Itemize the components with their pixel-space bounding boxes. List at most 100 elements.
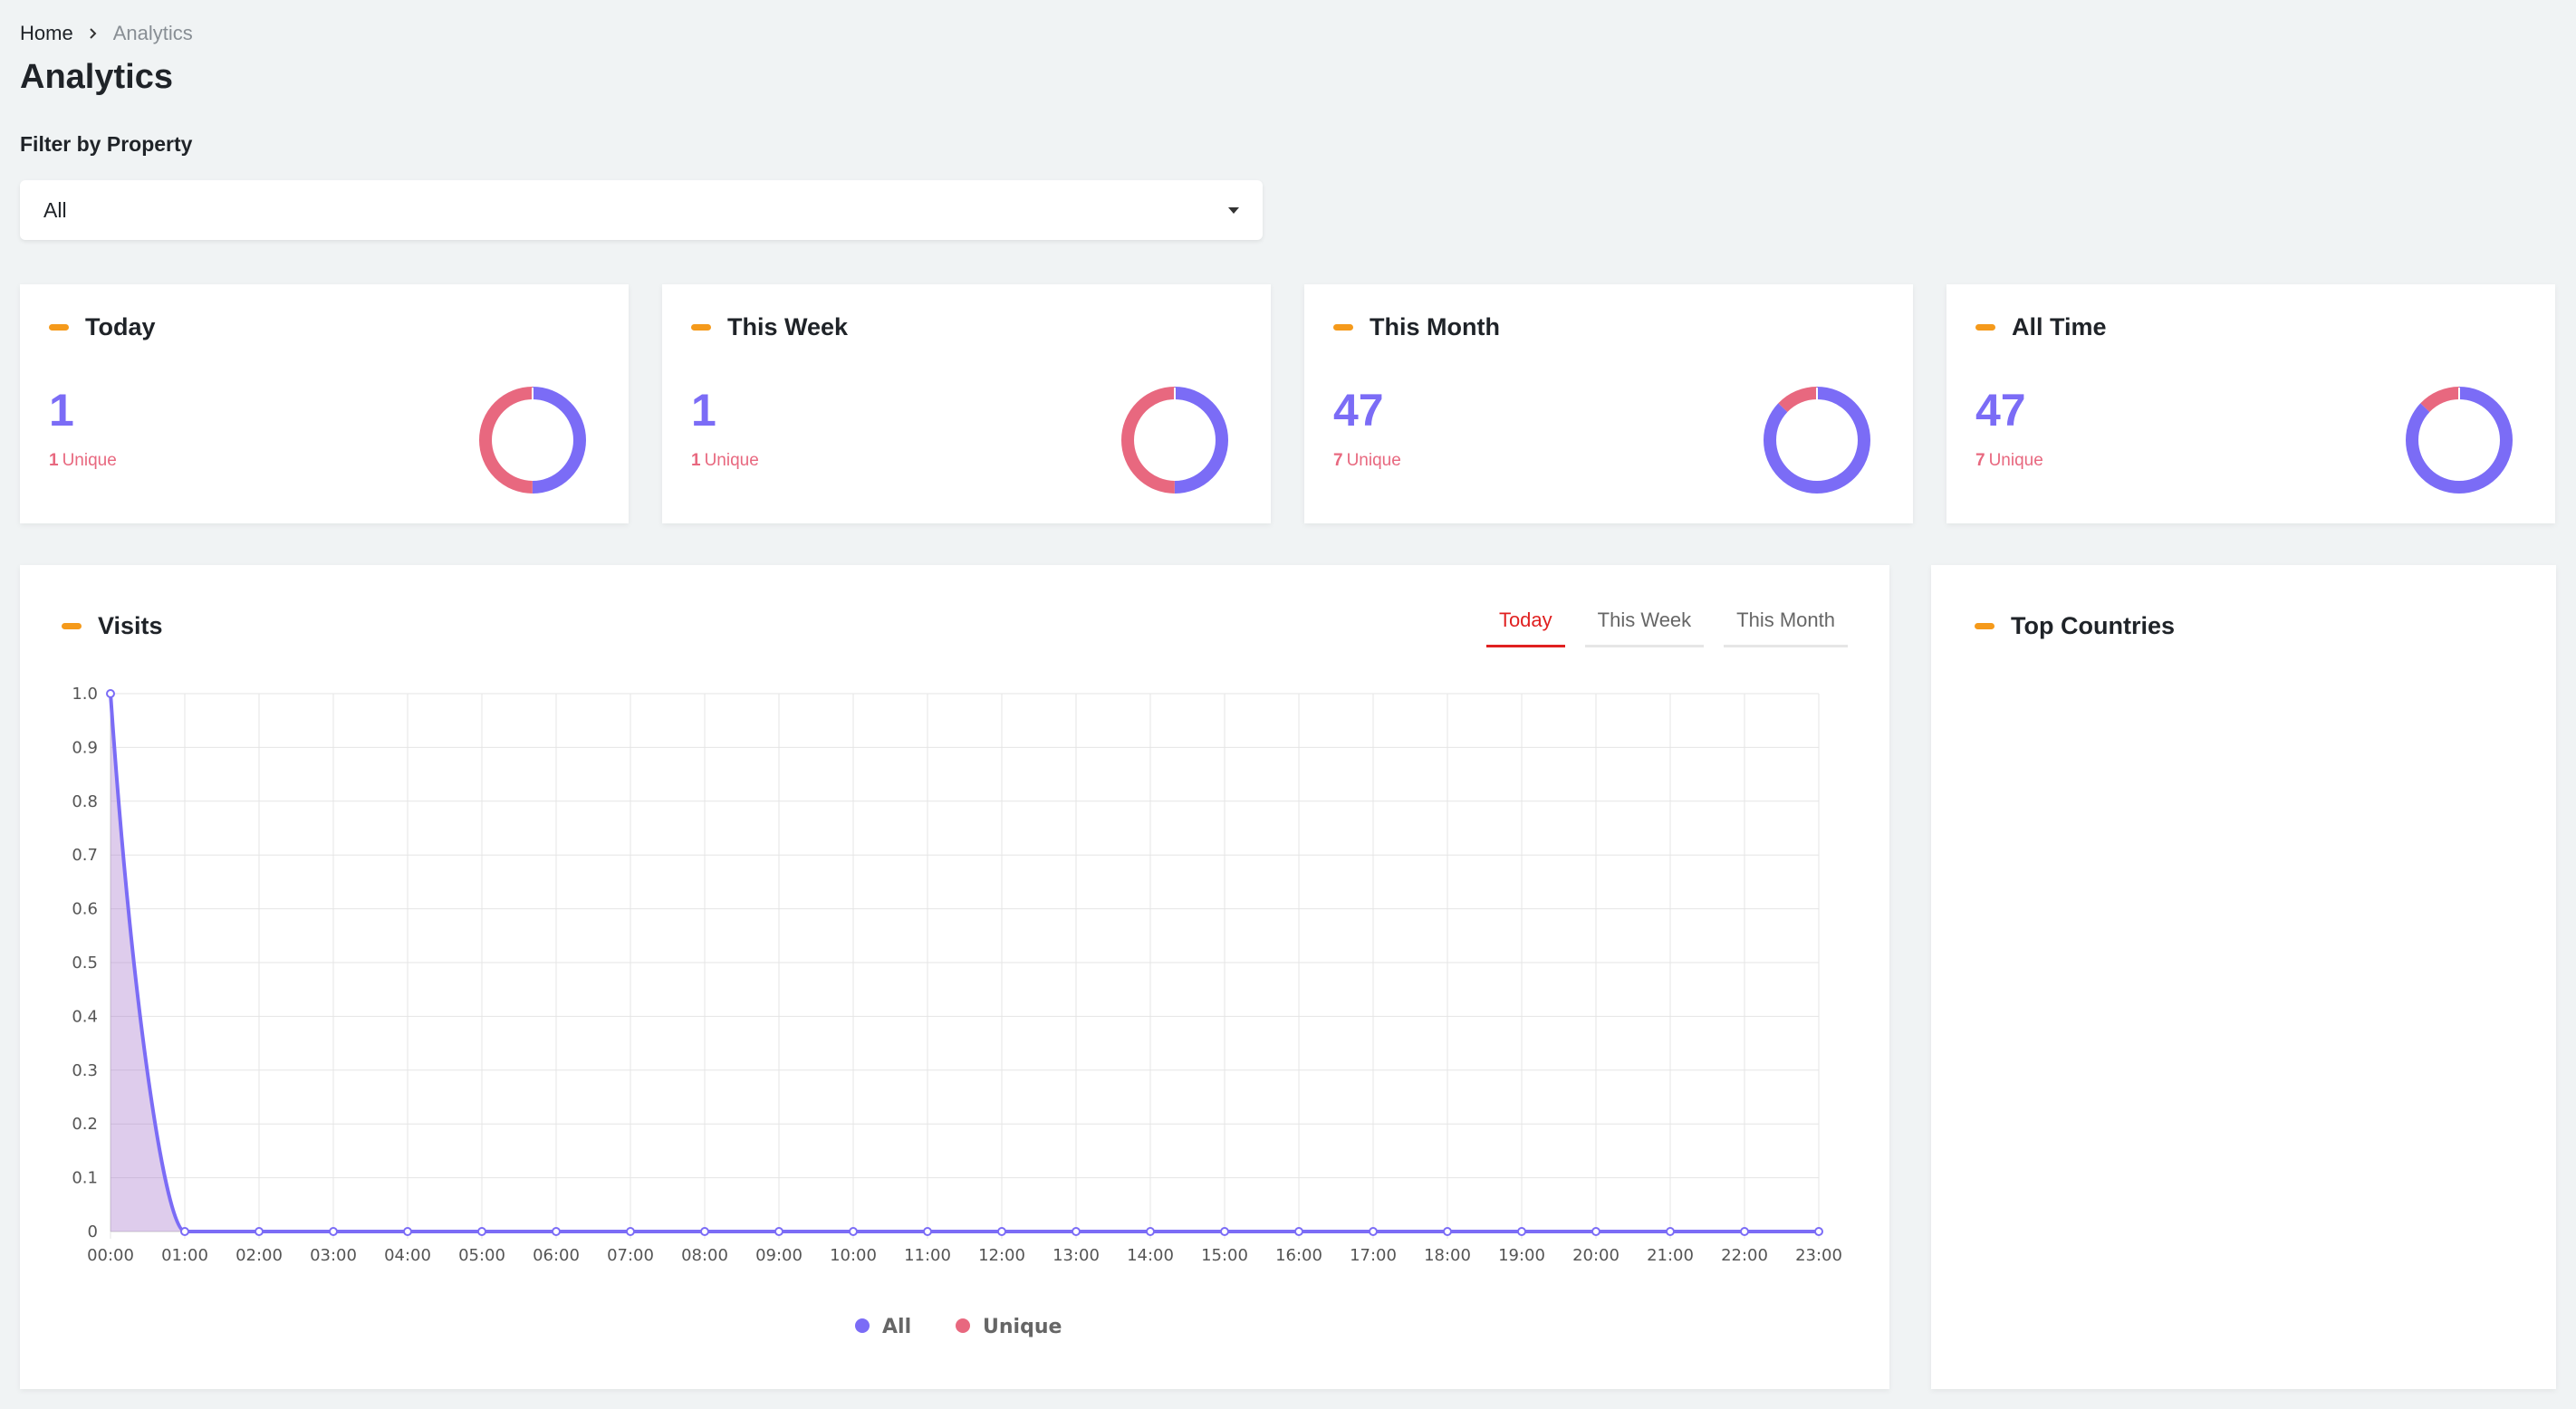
visits-card: Visits Today This Week This Month 0 0.1 0.…: [20, 565, 1889, 1389]
x-tick-label: 18:00: [1424, 1246, 1471, 1265]
data-point-all: [774, 1227, 783, 1236]
data-point-all: [403, 1227, 412, 1236]
stat-value: 1: [49, 385, 74, 436]
stat-card-title: This Week: [691, 313, 848, 341]
data-point-all: [700, 1227, 709, 1236]
data-point-all: [106, 689, 115, 698]
breadcrumb: Home Analytics: [20, 22, 193, 45]
x-tick-label: 01:00: [161, 1246, 208, 1265]
x-tick-label: 23:00: [1795, 1246, 1842, 1265]
svg-text:All: All: [882, 1316, 911, 1338]
stat-unique: 1 Unique: [691, 451, 759, 470]
tab-this-month[interactable]: This Month: [1724, 609, 1848, 647]
x-tick-label: 11:00: [904, 1246, 951, 1265]
data-point-all: [1814, 1227, 1823, 1236]
y-tick-label: 0: [88, 1222, 98, 1241]
x-tick-label: 05:00: [458, 1246, 505, 1265]
stat-unique: 7 Unique: [1333, 451, 1401, 470]
tab-today[interactable]: Today: [1485, 609, 1565, 647]
y-tick-label: 0.2: [72, 1115, 98, 1134]
data-point-all: [329, 1227, 338, 1236]
stat-card-title: All Time: [1975, 313, 2107, 341]
tab-this-week[interactable]: This Week: [1584, 609, 1705, 647]
x-tick-label: 16:00: [1275, 1246, 1322, 1265]
visits-tabs: Today This Week This Month: [1485, 609, 1848, 647]
filter-label: Filter by Property: [20, 132, 193, 156]
dash-icon: [691, 324, 711, 331]
stat-card-today: Today 1 1 Unique: [20, 284, 629, 523]
stat-card-this-week: This Week 1 1 Unique: [662, 284, 1271, 523]
data-point-all: [1443, 1227, 1452, 1236]
data-point-all: [626, 1227, 635, 1236]
dash-icon: [1975, 324, 1995, 331]
top-countries-card: Top Countries: [1931, 565, 2556, 1389]
stat-value: 1: [691, 385, 716, 436]
visits-chart: 0 0.1 0.2 0.3 0.4 0.5 0.6 0.7 0.8 0.9 1.0 00:00 01:0…: [72, 685, 1842, 1338]
legend-item-all[interactable]: All: [855, 1316, 911, 1338]
y-tick-label: 0.4: [72, 1007, 98, 1026]
property-filter-select[interactable]: All: [20, 180, 1263, 240]
top-countries-title: Top Countries: [1975, 612, 2175, 640]
data-point-all: [849, 1227, 858, 1236]
x-tick-label: 04:00: [384, 1246, 431, 1265]
data-point-all: [1369, 1227, 1378, 1236]
x-tick-label: 14:00: [1127, 1246, 1174, 1265]
data-point-all: [1072, 1227, 1081, 1236]
y-tick-label: 0.1: [72, 1169, 98, 1188]
data-point-all: [1740, 1227, 1749, 1236]
data-point-all: [477, 1227, 486, 1236]
stat-card-title: Today: [49, 313, 156, 341]
data-point-all: [1591, 1227, 1600, 1236]
x-tick-label: 20:00: [1572, 1246, 1620, 1265]
stat-unique: 1 Unique: [49, 451, 117, 470]
y-tick-label: 0.9: [72, 738, 98, 757]
x-tick-label: 15:00: [1201, 1246, 1248, 1265]
dash-icon: [1975, 623, 1994, 629]
dash-icon: [49, 324, 69, 331]
x-tick-label: 06:00: [533, 1246, 580, 1265]
x-tick-label: 00:00: [87, 1246, 134, 1265]
chevron-right-icon: [86, 26, 101, 41]
donut-chart: [1764, 387, 1870, 494]
dash-icon: [62, 623, 82, 629]
y-tick-label: 0.3: [72, 1061, 98, 1080]
data-point-all: [923, 1227, 932, 1236]
property-filter-value: All: [43, 197, 67, 222]
x-tick-label: 09:00: [755, 1246, 803, 1265]
data-point-all: [552, 1227, 561, 1236]
svg-text:Unique: Unique: [983, 1316, 1062, 1338]
dash-icon: [1333, 324, 1353, 331]
data-point-all: [180, 1227, 189, 1236]
stat-value: 47: [1333, 385, 1384, 436]
donut-chart: [2406, 387, 2513, 494]
y-tick-label: 0.7: [72, 846, 98, 865]
x-tick-label: 13:00: [1053, 1246, 1100, 1265]
x-tick-label: 10:00: [830, 1246, 877, 1265]
breadcrumb-home[interactable]: Home: [20, 22, 73, 44]
x-tick-label: 19:00: [1498, 1246, 1545, 1265]
x-tick-label: 07:00: [607, 1246, 654, 1265]
caret-down-icon: [1228, 206, 1239, 214]
stat-card-this-month: This Month 47 7 Unique: [1304, 284, 1913, 523]
y-tick-label: 1.0: [72, 685, 98, 704]
visits-title: Visits: [62, 612, 163, 640]
x-tick-label: 03:00: [310, 1246, 357, 1265]
data-point-all: [1517, 1227, 1526, 1236]
x-tick-label: 17:00: [1350, 1246, 1397, 1265]
stat-card-all-time: All Time 47 7 Unique: [1946, 284, 2555, 523]
data-point-all: [1220, 1227, 1229, 1236]
donut-chart: [479, 387, 586, 494]
y-tick-label: 0.8: [72, 792, 98, 811]
breadcrumb-current: Analytics: [112, 22, 193, 44]
x-tick-label: 22:00: [1721, 1246, 1768, 1265]
y-tick-label: 0.6: [72, 900, 98, 919]
legend-item-unique[interactable]: Unique: [956, 1316, 1062, 1338]
x-tick-label: 08:00: [681, 1246, 728, 1265]
data-point-all: [1146, 1227, 1155, 1236]
data-point-all: [1666, 1227, 1675, 1236]
stat-card-title: This Month: [1333, 313, 1500, 341]
x-tick-label: 12:00: [978, 1246, 1025, 1265]
y-tick-label: 0.5: [72, 954, 98, 973]
data-point-all: [997, 1227, 1006, 1236]
stat-value: 47: [1975, 385, 2026, 436]
